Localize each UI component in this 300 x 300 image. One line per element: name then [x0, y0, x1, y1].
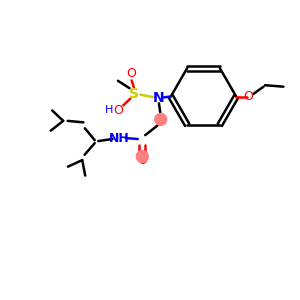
- Text: N: N: [152, 91, 164, 105]
- Text: O: O: [126, 67, 136, 80]
- Text: O: O: [244, 90, 254, 103]
- Text: O: O: [113, 104, 123, 117]
- Text: H: H: [105, 105, 113, 115]
- Text: S: S: [129, 86, 139, 100]
- Circle shape: [155, 113, 167, 125]
- Text: NH: NH: [109, 132, 130, 145]
- Circle shape: [136, 151, 148, 163]
- Text: O: O: [137, 154, 147, 167]
